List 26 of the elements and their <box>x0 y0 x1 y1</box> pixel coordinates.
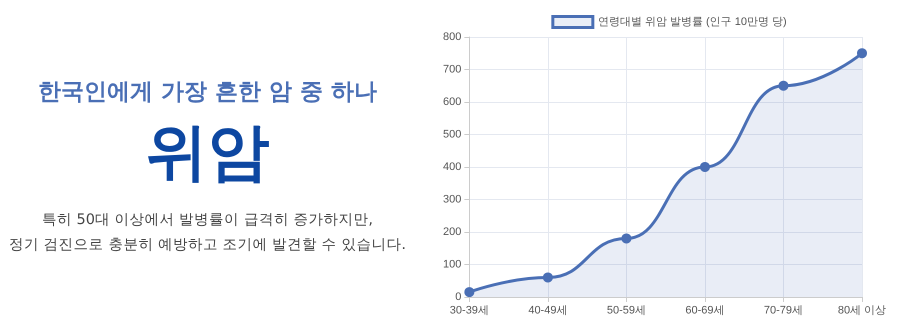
point <box>542 272 553 282</box>
x-tick-label: 40-49세 <box>528 304 568 316</box>
legend-label: 연령대별 위암 발병률 (인구 10만명 당) <box>598 16 787 28</box>
point <box>857 48 867 58</box>
x-tick-label: 30-39세 <box>450 304 489 316</box>
point <box>778 80 788 91</box>
y-tick-label: 400 <box>442 161 462 173</box>
y-tick-label: 300 <box>442 194 462 206</box>
y-tick-label: 0 <box>455 291 462 303</box>
y-tick-label: 700 <box>442 64 462 76</box>
text: 특히 50대 이상에서 발병률이 급격히 증가하지만, <box>40 211 374 230</box>
text: 정기 검진으로 충분히 예방하고 조기에 발견할 수 있습니다. <box>8 236 407 255</box>
x-tick-label: 80세 이상 <box>838 304 886 316</box>
y-tick-label: 500 <box>442 128 462 140</box>
point <box>464 287 474 298</box>
x-tick-label: 70-79세 <box>764 304 804 316</box>
text: 위암 <box>144 115 270 188</box>
y-tick-label: 100 <box>442 258 462 270</box>
point <box>700 162 710 172</box>
x-tick-label: 60-69세 <box>685 304 725 316</box>
y-tick-label: 800 <box>442 31 462 43</box>
y-tick-label: 200 <box>442 226 462 238</box>
point <box>621 234 632 244</box>
text: 한국인에게 가장 흔한 암 중 하나 <box>36 78 378 107</box>
y-tick-label: 600 <box>442 96 462 108</box>
x-tick-label: 50-59세 <box>606 304 646 316</box>
